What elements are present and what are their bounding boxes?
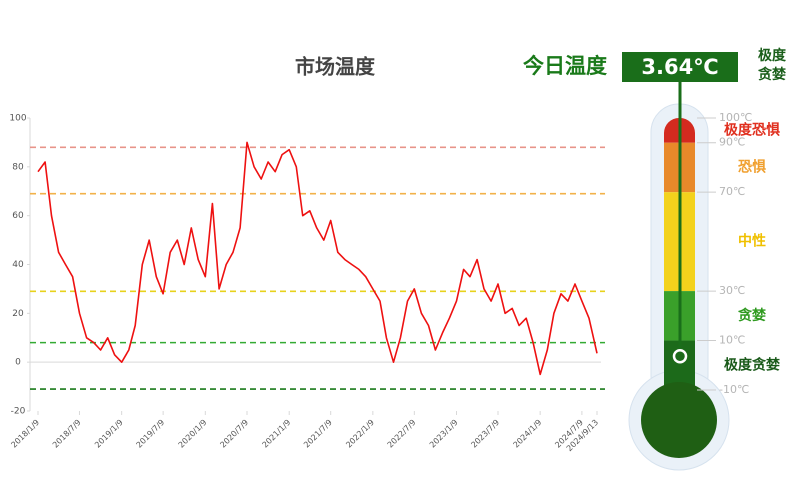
x-tick-label: 2024/1/9 [512,418,544,450]
data-line [37,141,598,376]
today-zone: 极度 [758,47,787,64]
x-tick-label: 2021/7/9 [302,418,334,450]
thermo-tick-label: 70℃ [719,185,745,198]
y-tick-label: 0 [15,358,21,368]
thermo-tick-label: -10℃ [719,383,749,396]
x-tick-label: 2023/7/9 [469,418,501,450]
chart-title: 市场温度 [295,55,376,79]
y-tick-label: 20 [12,309,24,319]
x-tick-label: 2021/1/9 [261,418,293,450]
today-zone: 贪婪 [757,66,786,83]
y-tick-label: 40 [12,260,24,270]
today-label: 今日温度 [523,54,607,78]
x-tick-label: 2020/7/9 [218,418,250,450]
zone-label: 极度贪婪 [724,356,780,373]
x-tick-label: 2019/1/9 [93,418,125,450]
x-tick-label: 2022/7/9 [386,418,418,450]
thermo-tick-label: 10℃ [719,334,745,347]
x-tick-label: 2018/1/9 [9,418,41,450]
zone-label: 贪婪 [737,307,766,324]
y-tick-label: 100 [9,114,26,124]
zone-label: 极度恐惧 [724,121,780,138]
y-tick-label: 60 [12,211,24,221]
thermo-tick-label: 30℃ [719,284,745,297]
thermometer-bulb [641,382,717,458]
today-marker [672,349,688,364]
x-tick-label: 2019/7/9 [135,418,167,450]
today-box [622,52,738,82]
x-tick-label: 2020/1/9 [177,418,209,450]
thermo-tick-label: 100℃ [719,111,752,124]
y-tick-label: -20 [11,407,26,417]
today-value: 3.64℃ [641,55,718,79]
x-tick-label: 2022/1/9 [344,418,376,450]
y-tick-label: 80 [12,162,24,172]
x-tick-label: 2023/1/9 [428,418,460,450]
x-tick-label: 2018/7/9 [51,418,83,450]
zone-label: 恐惧 [738,159,766,175]
zone-label: 中性 [738,233,766,250]
thermo-tick-label: 90℃ [719,136,745,149]
